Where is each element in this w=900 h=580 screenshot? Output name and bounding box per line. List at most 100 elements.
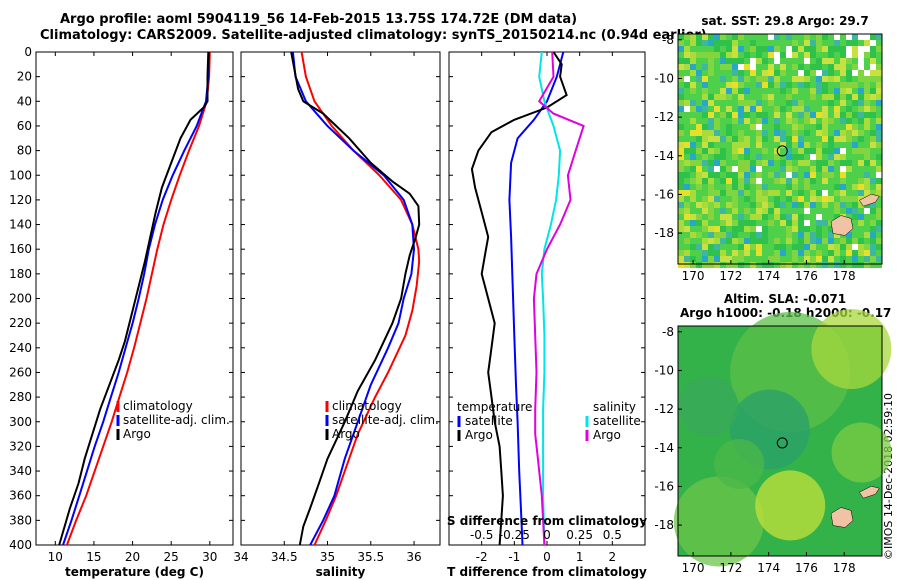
sst-pixel	[798, 40, 804, 46]
sst-pixel	[756, 232, 762, 238]
sst-pixel	[774, 262, 780, 268]
sst-pixel	[708, 40, 714, 46]
sst-pixel	[756, 160, 762, 166]
sst-pixel	[786, 124, 792, 130]
sst-pixel	[780, 262, 786, 268]
sst-pixel	[750, 64, 756, 70]
sst-pixel	[870, 178, 876, 184]
sst-pixel	[858, 232, 864, 238]
sst-pixel	[798, 190, 804, 196]
sst-pixel	[774, 142, 780, 148]
sst-pixel	[822, 256, 828, 262]
sst-pixel	[792, 250, 798, 256]
sst-pixel	[702, 40, 708, 46]
sst-pixel	[852, 208, 858, 214]
sst-pixel	[870, 214, 876, 220]
sst-pixel	[798, 262, 804, 268]
sst-pixel	[678, 184, 684, 190]
sst-pixel	[714, 106, 720, 112]
sst-pixel	[780, 130, 786, 136]
sst-pixel	[834, 94, 840, 100]
sst-pixel	[690, 88, 696, 94]
sst-pixel	[762, 112, 768, 118]
sst-pixel	[810, 160, 816, 166]
sst-pixel	[708, 178, 714, 184]
lon-tick-label: 178	[833, 561, 856, 575]
sst-pixel	[702, 244, 708, 250]
sst-pixel	[684, 172, 690, 178]
sst-pixel	[780, 196, 786, 202]
sst-pixel	[768, 88, 774, 94]
sst-pixel	[720, 94, 726, 100]
sst-pixel	[678, 226, 684, 232]
x-tick-label: 10	[48, 550, 63, 564]
sst-pixel	[696, 118, 702, 124]
sst-pixel	[762, 190, 768, 196]
sst-pixel	[834, 76, 840, 82]
sst-pixel	[786, 106, 792, 112]
sst-pixel	[750, 112, 756, 118]
series-climatology	[300, 51, 421, 546]
sst-pixel	[738, 58, 744, 64]
sst-pixel	[852, 82, 858, 88]
sst-pixel	[774, 160, 780, 166]
sst-pixel	[846, 136, 852, 142]
sst-pixel	[720, 112, 726, 118]
sst-pixel	[678, 142, 684, 148]
sst-pixel	[690, 124, 696, 130]
sst-pixel	[750, 34, 756, 40]
sst-pixel	[792, 196, 798, 202]
sst-pixel	[876, 106, 882, 112]
sst-map-title: sat. SST: 29.8 Argo: 29.7	[701, 14, 869, 28]
panel-1-frame	[35, 51, 234, 546]
sst-pixel	[750, 100, 756, 106]
sst-pixel	[810, 118, 816, 124]
sst-pixel	[870, 202, 876, 208]
sla-anomaly-blob	[831, 422, 892, 483]
sst-pixel	[774, 208, 780, 214]
sst-pixel	[762, 88, 768, 94]
sst-pixel	[810, 238, 816, 244]
sst-pixel	[798, 214, 804, 220]
lon-tick-label: 176	[795, 269, 818, 283]
sst-pixel	[786, 154, 792, 160]
sst-pixel	[876, 40, 882, 46]
sst-pixel	[750, 70, 756, 76]
sst-pixel	[870, 262, 876, 268]
sst-pixel	[834, 232, 840, 238]
sst-pixel	[810, 208, 816, 214]
sst-pixel	[768, 94, 774, 100]
sst-pixel	[750, 250, 756, 256]
sst-pixel	[816, 202, 822, 208]
sst-pixel	[846, 40, 852, 46]
sst-pixel	[732, 88, 738, 94]
sst-pixel	[804, 208, 810, 214]
sst-pixel	[774, 226, 780, 232]
sst-pixel	[708, 118, 714, 124]
sst-pixel	[774, 124, 780, 130]
sst-pixel	[714, 70, 720, 76]
sst-pixel	[756, 142, 762, 148]
sst-pixel	[834, 178, 840, 184]
sst-pixel	[870, 40, 876, 46]
sst-pixel	[810, 142, 816, 148]
sst-pixel	[762, 202, 768, 208]
sst-pixel	[720, 220, 726, 226]
sst-pixel	[876, 160, 882, 166]
sst-pixel	[774, 136, 780, 142]
sst-pixel	[798, 226, 804, 232]
sst-pixel	[768, 142, 774, 148]
sst-pixel	[678, 190, 684, 196]
sst-pixel	[846, 64, 852, 70]
sst-pixel	[852, 136, 858, 142]
sst-pixel	[684, 262, 690, 268]
sst-pixel	[738, 160, 744, 166]
sst-pixel	[786, 166, 792, 172]
sst-pixel	[804, 238, 810, 244]
sst-pixel	[762, 196, 768, 202]
sst-pixel	[756, 250, 762, 256]
sst-pixel	[744, 46, 750, 52]
sst-pixel	[810, 232, 816, 238]
sst-pixel	[714, 112, 720, 118]
sst-pixel	[756, 118, 762, 124]
